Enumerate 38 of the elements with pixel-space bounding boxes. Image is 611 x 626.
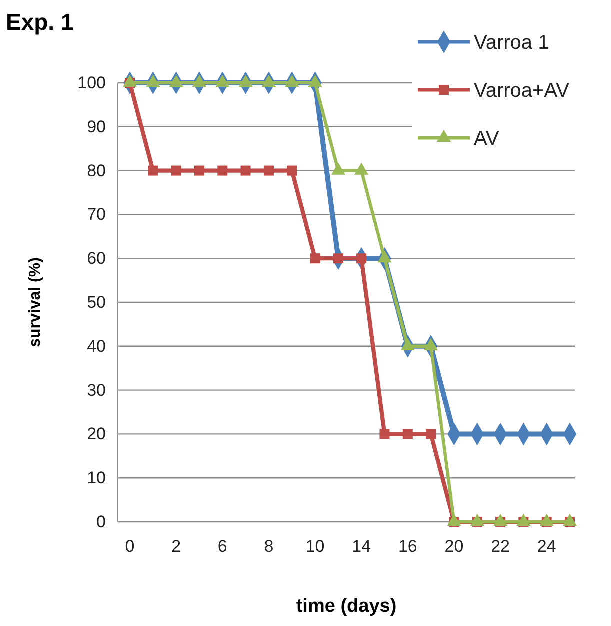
y-tick-label: 40 (87, 336, 106, 356)
point (310, 254, 320, 264)
y-tick-label: 10 (87, 468, 106, 488)
y-tick-label: 50 (87, 292, 106, 312)
y-tick-label: 90 (87, 117, 106, 136)
point (426, 429, 436, 440)
legend-label: AV (474, 128, 500, 150)
x-tick-label: 8 (264, 537, 274, 556)
x-tick-label: 14 (352, 537, 372, 556)
x-tick-label: 20 (444, 537, 464, 556)
point (218, 166, 228, 176)
y-tick-label: 80 (87, 161, 106, 180)
y-tick-label: 100 (78, 73, 106, 92)
point (148, 166, 158, 176)
point (264, 166, 274, 176)
x-tick-label: 2 (172, 537, 182, 556)
y-tick-label: 60 (87, 249, 106, 268)
x-axis-title: time (days) (296, 596, 397, 617)
x-tick-label: 6 (218, 537, 228, 556)
legend-label: Varroa+AV (474, 80, 570, 102)
x-tick-label: 24 (537, 537, 556, 556)
legend-label: Varroa 1 (474, 32, 550, 54)
point (194, 166, 204, 176)
x-tick-label: 16 (398, 537, 418, 556)
x-tick-label: 22 (491, 537, 510, 556)
x-tick-label: 0 (125, 537, 135, 556)
point (171, 166, 182, 176)
y-tick-label: 20 (87, 424, 106, 444)
point (240, 166, 251, 176)
x-tick-label: 10 (306, 537, 325, 556)
point (380, 429, 390, 440)
y-tick-label: 30 (87, 380, 106, 400)
chart-title: Exp. 1 (6, 9, 74, 35)
y-tick-label: 70 (87, 205, 106, 224)
point (287, 166, 298, 176)
point (402, 429, 413, 440)
y-tick-label: 0 (96, 512, 106, 532)
y-axis-title: survival (%) (27, 258, 44, 348)
